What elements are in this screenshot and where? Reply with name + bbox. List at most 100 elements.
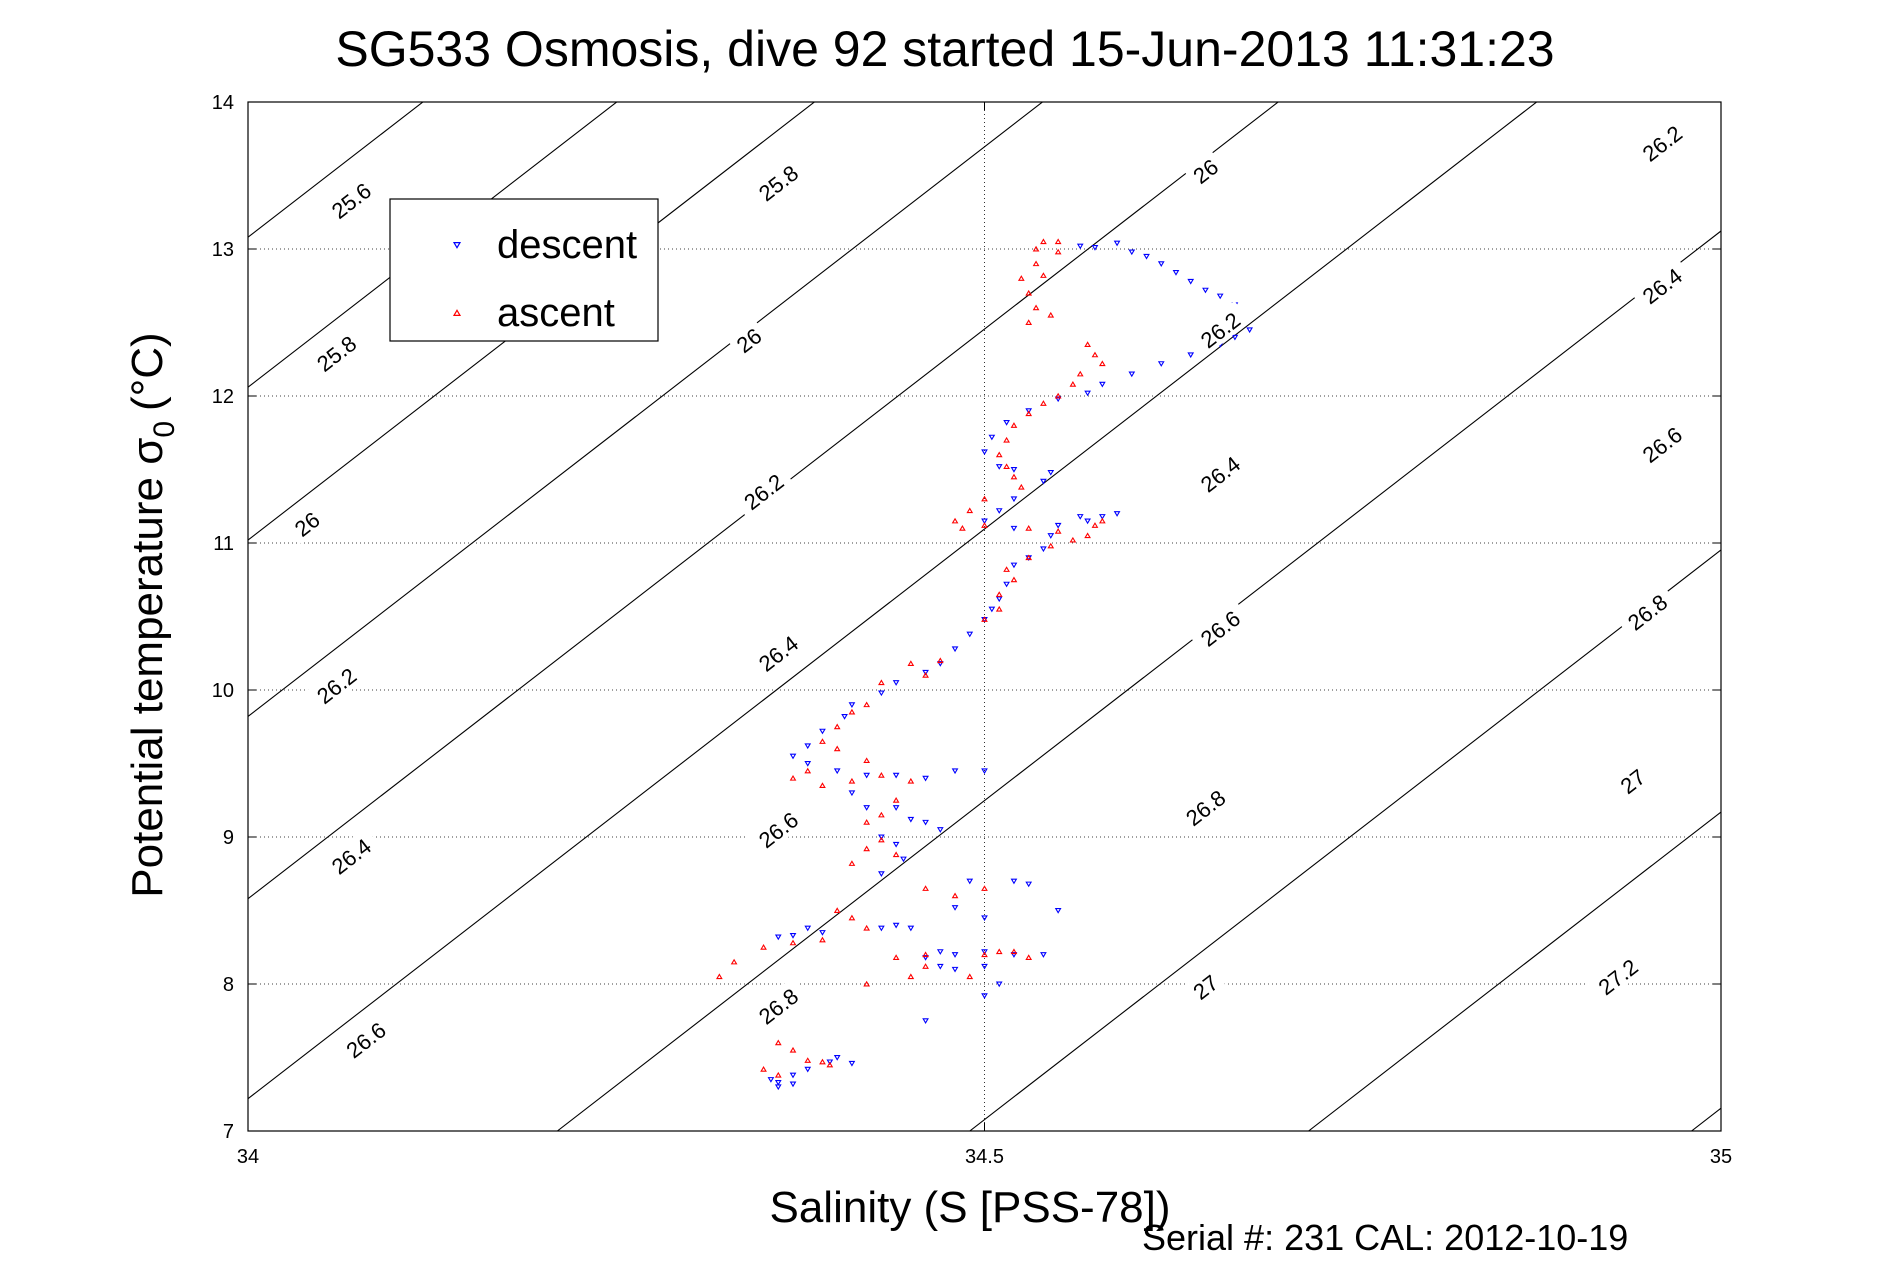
ascent-point (922, 963, 929, 969)
descent-point (1157, 361, 1165, 367)
descent-point (1003, 581, 1010, 588)
y-tick-label: 10 (212, 680, 234, 702)
descent-point (936, 827, 944, 833)
descent-point (863, 805, 871, 811)
ascent-point (804, 767, 812, 774)
contour-line (1691, 1107, 1721, 1131)
ascent-point (995, 948, 1003, 955)
ascent-point (863, 819, 871, 825)
contour-label-bg (319, 171, 382, 228)
contour-label-bg (304, 324, 367, 381)
y-tick-label: 9 (223, 827, 234, 849)
contour-label-bg (1183, 965, 1227, 1007)
ascent-point (863, 924, 871, 931)
ascent-point (1025, 954, 1033, 961)
descent-point (951, 966, 959, 973)
descent-point (981, 963, 988, 970)
descent-point (981, 915, 988, 922)
descent-point (848, 790, 856, 797)
descent-point (1047, 533, 1055, 539)
ascent-point (981, 495, 988, 502)
ascent-point (878, 811, 885, 818)
descent-point (1025, 881, 1033, 888)
descent-point (995, 508, 1003, 514)
descent-point (1040, 478, 1047, 485)
descent-point (848, 1060, 856, 1067)
descent-point (804, 743, 812, 750)
descent-point (1202, 287, 1209, 294)
ascent-point (1025, 289, 1033, 296)
descent-point (1054, 396, 1062, 403)
x-tick-label: 34.5 (965, 1146, 1004, 1168)
descent-point (1054, 908, 1062, 914)
y-axis-label: Potential temperature σ0 (°C) (123, 332, 181, 897)
descent-point (1010, 952, 1018, 958)
contour-label-bg (1188, 301, 1251, 358)
ascent-point (819, 738, 826, 744)
contour-label-bg (284, 502, 328, 544)
ascent-point (863, 757, 871, 764)
descent-point (1128, 249, 1136, 256)
ascent-point (878, 772, 885, 778)
ascent-point (1010, 422, 1018, 428)
ascent-point (848, 860, 856, 866)
ascent-point (1003, 463, 1010, 470)
legend-label-descent: descent (497, 223, 637, 267)
contour-line (248, 102, 1280, 900)
ascent-point (1017, 275, 1025, 281)
descent-point (1084, 518, 1091, 525)
ascent-point (715, 973, 723, 980)
descent-point (892, 841, 900, 848)
legend: descent ascent (389, 198, 659, 342)
descent-point (922, 819, 929, 826)
ascent-point (951, 517, 959, 524)
y-tick-label: 8 (223, 974, 234, 996)
descent-point (981, 768, 988, 775)
ascent-point (1025, 554, 1033, 561)
contour-label-bg (1183, 149, 1227, 191)
ascent-point (1010, 576, 1018, 583)
contour-line (248, 102, 1538, 1100)
density-contours (248, 102, 1721, 1131)
descent-point (774, 1080, 782, 1086)
ascent-point (981, 522, 988, 528)
ascent-point (1040, 272, 1047, 278)
ascent-point (907, 660, 915, 667)
descent-point (892, 805, 900, 811)
descent-point (1091, 245, 1099, 251)
contour-label-bg (746, 977, 809, 1034)
contour-label: 26.4 (746, 624, 809, 681)
descent-point (907, 925, 915, 932)
contour-label-bg (1615, 583, 1678, 640)
contour-label-bg (1630, 114, 1693, 171)
y-axis-label-subscript: 0 (148, 421, 181, 438)
svg-text:Potential temperature σ0(°C): Potential temperature σ0 (°C) (123, 332, 181, 897)
ascent-point (1054, 238, 1062, 245)
contour-label-bg (726, 318, 770, 361)
descent-point (841, 713, 848, 720)
descent-point (1010, 467, 1018, 473)
ascent-point (774, 1071, 782, 1078)
ascent-point (1091, 351, 1099, 358)
contour-line (248, 102, 816, 541)
ascent-point (833, 723, 841, 730)
contour-line (248, 102, 1044, 717)
descent-point (1231, 334, 1239, 341)
descent-point (936, 949, 944, 955)
descent-point (804, 1066, 812, 1073)
descent-point (1040, 546, 1047, 553)
descent-point (900, 856, 907, 863)
descent-point (966, 631, 974, 638)
ascent-point (1098, 360, 1106, 367)
ascent-point (995, 605, 1003, 612)
descent-point (981, 993, 988, 1000)
ascent-point (1054, 392, 1062, 399)
descent-point (1076, 243, 1084, 250)
ascent-point (907, 973, 915, 980)
descent-point (789, 753, 797, 760)
descent-point (951, 646, 959, 653)
descent-point (833, 1055, 841, 1061)
descent-point (1040, 952, 1047, 958)
ascent-point (833, 907, 841, 913)
